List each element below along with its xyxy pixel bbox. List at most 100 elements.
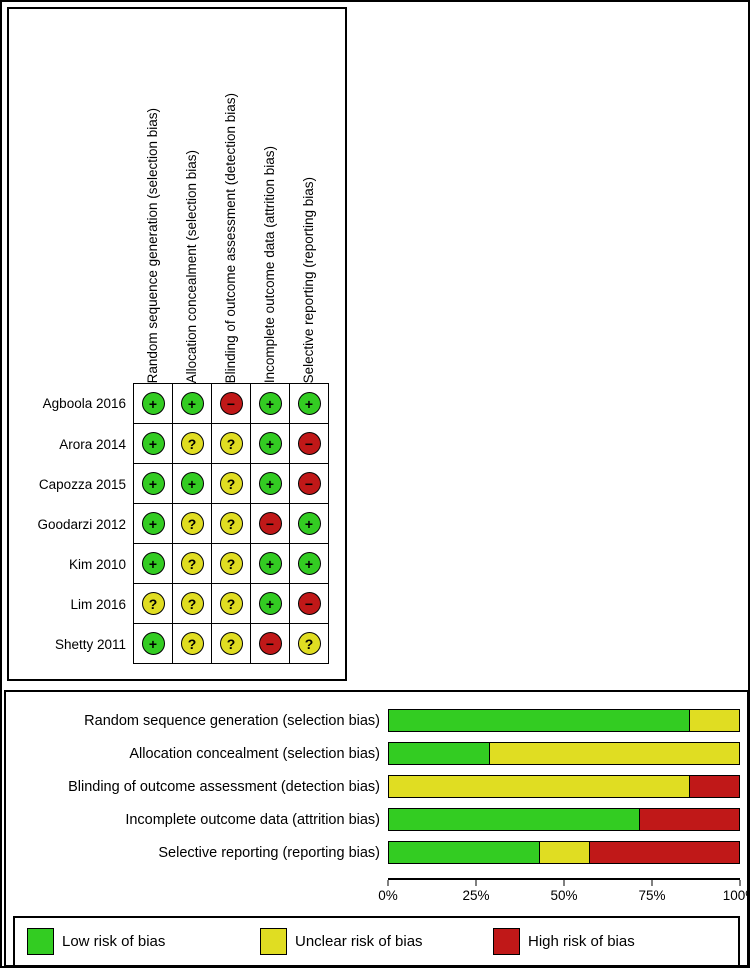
- x-axis: 0% 25% 50% 75% 100%: [378, 878, 750, 904]
- domain-header-label: Blinding of outcome assessment (detectio…: [222, 92, 238, 383]
- rob-summary-panel: Random sequence generation (selection bi…: [7, 7, 347, 681]
- rating-high-icon: −: [258, 512, 282, 535]
- rating-cell: +: [290, 544, 329, 584]
- rating-low-icon: +: [141, 552, 165, 575]
- domain-header-label: Selective reporting (reporting bias): [300, 176, 316, 383]
- rating-high-icon: −: [258, 632, 282, 655]
- rating-cell: +: [251, 424, 290, 464]
- rating-cell: −: [212, 384, 251, 424]
- bar-segment-low: [389, 710, 689, 731]
- rating-unclear-icon: ?: [297, 632, 321, 655]
- rating-unclear-icon: ?: [180, 552, 204, 575]
- domain-header: Selective reporting (reporting bias): [290, 177, 329, 383]
- study-row: Goodarzi 2012 +?? − +: [9, 504, 345, 544]
- study-ratings: + + − + +: [133, 383, 329, 424]
- rating-cell: +: [173, 384, 212, 424]
- study-name: Capozza 2015: [38, 476, 126, 492]
- rating-cell: ?: [212, 584, 251, 624]
- domain-header-label: Allocation concealment (selection bias): [183, 149, 199, 383]
- axis-tick: [387, 880, 389, 886]
- study-name: Goodarzi 2012: [37, 516, 126, 532]
- bar-category-label: Allocation concealment (selection bias): [129, 745, 380, 762]
- bar-chart: Random sequence generation (selection bi…: [13, 704, 740, 869]
- rating-cell: +: [134, 424, 173, 464]
- bar-segment-unclear: [389, 776, 689, 797]
- rating-cell: ?: [212, 544, 251, 584]
- study-ratings: +?? + +: [133, 544, 329, 584]
- legend-item-unclear: Unclear risk of bias: [260, 928, 493, 955]
- bar-category-label: Blinding of outcome assessment (detectio…: [68, 778, 380, 795]
- rating-unclear-icon: ?: [219, 552, 243, 575]
- rating-low-icon: +: [180, 392, 204, 415]
- rating-low-icon: +: [141, 632, 165, 655]
- legend-swatch-high: [493, 928, 520, 955]
- axis-tick-label: 50%: [550, 888, 578, 903]
- bar-category-label: Incomplete outcome data (attrition bias): [125, 811, 380, 828]
- bar-segment-high: [638, 809, 739, 830]
- rating-cell: ?: [212, 504, 251, 544]
- study-name: Lim 2016: [70, 596, 126, 612]
- rating-cell: +: [251, 584, 290, 624]
- domain-header-label: Random sequence generation (selection bi…: [144, 107, 160, 383]
- rating-cell: +: [251, 384, 290, 424]
- bar-row: Blinding of outcome assessment (detectio…: [13, 770, 740, 803]
- bar-segment-high: [589, 842, 739, 863]
- rating-cell: ?: [212, 624, 251, 664]
- stacked-bar: [388, 808, 740, 831]
- rating-high-icon: −: [297, 592, 321, 615]
- rating-cell: +: [134, 384, 173, 424]
- rating-unclear-icon: ?: [180, 512, 204, 535]
- bar-segment-high: [688, 776, 739, 797]
- rating-unclear-icon: ?: [180, 632, 204, 655]
- study-row: Capozza 2015 + +? + −: [9, 464, 345, 504]
- rating-cell: ?: [173, 424, 212, 464]
- rating-unclear-icon: ?: [219, 432, 243, 455]
- rating-unclear-icon: ?: [219, 632, 243, 655]
- rating-cell: ?: [173, 624, 212, 664]
- rating-low-icon: +: [258, 392, 282, 415]
- bar-segment-unclear: [539, 842, 589, 863]
- rating-cell: +: [134, 464, 173, 504]
- study-ratings: + +? + −: [133, 464, 329, 504]
- legend-item-high: High risk of bias: [493, 928, 726, 955]
- study-name: Kim 2010: [68, 556, 126, 572]
- rating-cell: +: [134, 504, 173, 544]
- rating-unclear-icon: ?: [219, 472, 243, 495]
- bar-category-label: Selective reporting (reporting bias): [158, 844, 380, 861]
- domain-header: Incomplete outcome data (attrition bias): [251, 146, 290, 383]
- axis-tick-label: 100%: [722, 888, 750, 903]
- legend-label: Unclear risk of bias: [295, 933, 423, 950]
- bar-segment-low: [389, 743, 490, 764]
- bar-segment-unclear: [489, 743, 739, 764]
- rating-unclear-icon: ?: [219, 512, 243, 535]
- rating-cell: ?: [212, 464, 251, 504]
- rating-low-icon: +: [297, 552, 321, 575]
- rating-high-icon: −: [219, 392, 243, 415]
- rating-cell: −: [290, 424, 329, 464]
- study-ratings: ??? + −: [133, 584, 329, 624]
- x-axis-spacer: [13, 878, 388, 904]
- rating-low-icon: +: [258, 552, 282, 575]
- rating-cell: ?: [212, 424, 251, 464]
- domain-headers: Random sequence generation (selection bi…: [134, 15, 345, 383]
- domain-header-label: Incomplete outcome data (attrition bias): [261, 145, 277, 383]
- rating-low-icon: +: [141, 472, 165, 495]
- study-name: Arora 2014: [59, 436, 126, 452]
- rating-cell: −: [290, 584, 329, 624]
- legend-label: Low risk of bias: [62, 933, 166, 950]
- study-ratings: +?? + −: [133, 424, 329, 464]
- rating-unclear-icon: ?: [180, 592, 204, 615]
- bar-row: Random sequence generation (selection bi…: [13, 704, 740, 737]
- study-row: Lim 2016 ??? + −: [9, 584, 345, 624]
- rob-grid: Agboola 2016 + + − + + Arora 2014 +?? + − Capozza …: [9, 383, 345, 664]
- domain-header: Allocation concealment (selection bias): [173, 150, 212, 383]
- study-row: Agboola 2016 + + − + +: [9, 383, 345, 424]
- rating-cell: +: [290, 504, 329, 544]
- bar-segment-low: [389, 809, 639, 830]
- axis-tick: [563, 880, 565, 886]
- stacked-bar: [388, 841, 740, 864]
- rating-cell: ?: [290, 624, 329, 664]
- study-row: Kim 2010 +?? + +: [9, 544, 345, 584]
- axis-tick-label: 0%: [378, 888, 398, 903]
